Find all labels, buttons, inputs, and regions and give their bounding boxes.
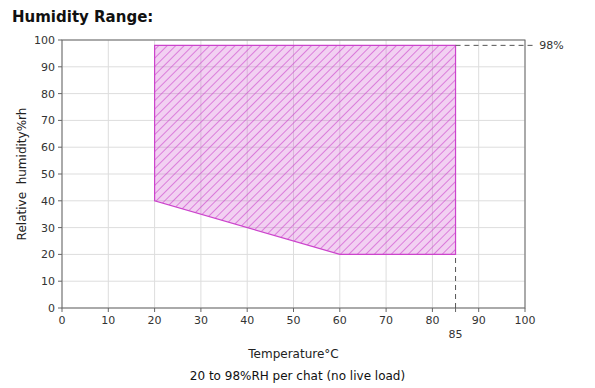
- plot-frame: [62, 40, 525, 308]
- y-tick: [58, 93, 62, 94]
- x-tick: [293, 308, 294, 312]
- extra-x-tick: [455, 308, 456, 312]
- title: Humidity Range:: [12, 8, 153, 26]
- y-tick: [58, 254, 62, 255]
- x-tick-label: 70: [379, 314, 393, 327]
- x-tick-label: 30: [194, 314, 208, 327]
- y-tick-label: 100: [34, 34, 55, 47]
- x-axis-label: Temperature°C: [247, 347, 338, 361]
- y-tick-label: 80: [41, 88, 55, 101]
- x-tick-label: 60: [333, 314, 347, 327]
- y-tick: [58, 120, 62, 121]
- x-tick-label: 50: [287, 314, 301, 327]
- y-tick-label: 70: [41, 114, 55, 127]
- x-tick-label: 0: [59, 314, 66, 327]
- x-tick: [62, 308, 63, 312]
- annotation: 98%: [539, 39, 563, 52]
- x-tick-label: 10: [101, 314, 115, 327]
- x-tick-label: 40: [240, 314, 254, 327]
- annotation: 85: [449, 328, 463, 341]
- y-tick-label: 60: [41, 141, 55, 154]
- y-tick: [58, 147, 62, 148]
- plot-area: [155, 45, 456, 254]
- y-tick-label: 30: [41, 222, 55, 235]
- y-tick: [58, 40, 62, 41]
- y-tick: [58, 281, 62, 282]
- y-axis-label: Relative humidity%rh: [15, 108, 29, 241]
- y-tick-label: 40: [41, 195, 55, 208]
- x-tick: [432, 308, 433, 312]
- subtitle: 20 to 98%RH per chat (no live load): [190, 369, 405, 383]
- x-tick: [339, 308, 340, 312]
- reference-line: [455, 254, 456, 308]
- y-tick: [58, 308, 62, 309]
- y-tick-label: 20: [41, 248, 55, 261]
- chart: 0 10 20 30 40 50 60 70 80 90 100 0 10 20 30 40 50 60 70 80 9…: [0, 0, 595, 388]
- y-tick-label: 90: [41, 61, 55, 74]
- y-tick-label: 10: [41, 275, 55, 288]
- x-tick-label: 20: [148, 314, 162, 327]
- humidity-region: [155, 45, 456, 254]
- y-tick: [58, 66, 62, 67]
- y-tick-label: 50: [41, 168, 55, 181]
- y-tick: [58, 174, 62, 175]
- x-tick-label: 90: [472, 314, 486, 327]
- x-tick: [247, 308, 248, 312]
- y-tick: [58, 227, 62, 228]
- x-tick: [478, 308, 479, 312]
- y-tick: [58, 200, 62, 201]
- x-tick: [200, 308, 201, 312]
- y-tick-label: 0: [48, 302, 55, 315]
- x-tick-label: 80: [425, 314, 439, 327]
- x-tick-label: 100: [515, 314, 536, 327]
- x-tick: [154, 308, 155, 312]
- x-tick: [386, 308, 387, 312]
- reference-line: [456, 45, 535, 46]
- x-tick: [108, 308, 109, 312]
- x-tick: [525, 308, 526, 312]
